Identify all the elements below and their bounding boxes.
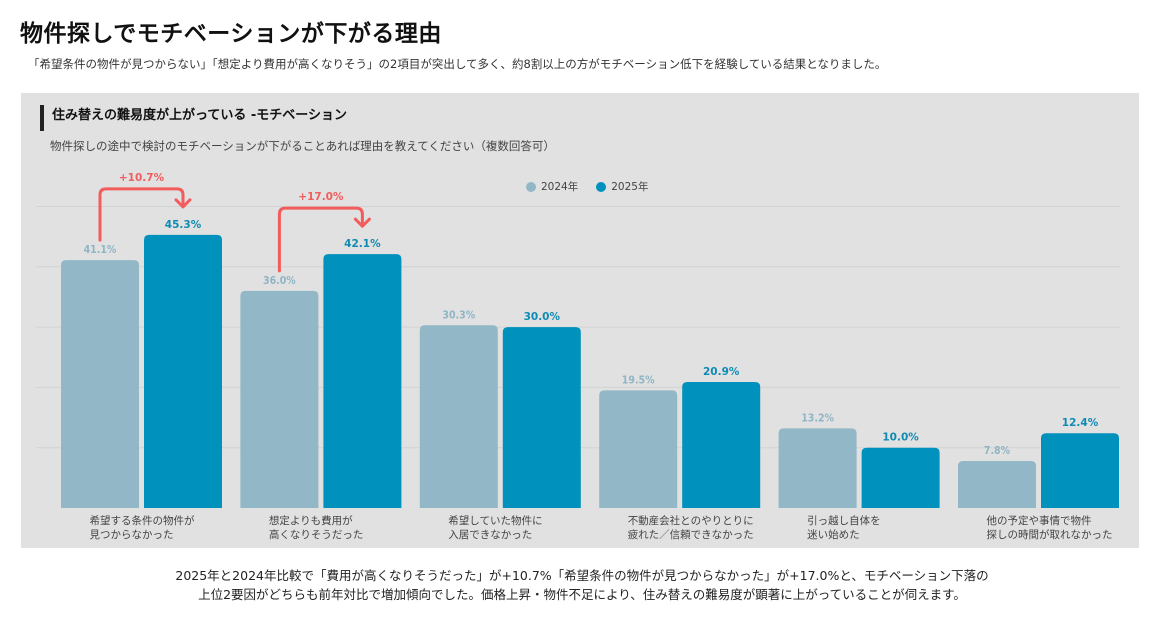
arrow-head-icon [174,198,192,209]
value-label-2024: 41.1% [84,244,117,256]
delta-label: +17.0% [298,191,344,203]
delta-arrow [98,187,185,242]
summary-line-2: 上位2要因がどちらも前年対比で増加傾向でした。価格上昇・物件不足により、住み替え… [198,587,966,602]
bar-2025 [861,447,940,508]
delta-label: +10.7% [119,172,165,184]
value-label-2024: 19.5% [622,374,655,386]
bar-2024 [958,460,1036,508]
legend-item-2025: 2025年 [596,179,648,194]
bar-2025 [502,327,581,508]
chart-legend: 2024年 2025年 [526,179,648,194]
x-tick-label: 高くなりそうだった [269,528,364,541]
bar-2024 [240,290,319,508]
x-tick-label: 疲れた／信頼できなかった [628,528,754,541]
value-label-2024: 13.2% [801,412,834,424]
bar-2025 [1041,433,1119,508]
value-label-2024: 30.3% [442,309,475,321]
x-tick-label: 入居できなかった [448,529,532,541]
value-label-2025: 42.1% [344,238,381,250]
value-label-2025: 20.9% [703,366,740,378]
bar-2024 [419,325,498,508]
legend-item-2024: 2024年 [526,179,578,194]
x-tick-label: 引っ越し自体を [807,514,881,527]
legend-label-2025: 2025年 [611,181,649,193]
page-title: 物件探しでモチベーションが下がる理由 [20,21,442,47]
value-label-2024: 7.8% [984,445,1011,457]
page-subtitle: 「希望条件の物件が見つからない」「想定より費用が高くなりそう」の2項目が突出して… [28,57,887,71]
value-label-2025: 12.4% [1062,417,1099,429]
legend-swatch-2025 [596,181,607,192]
x-tick-label: 不動産会社とのやりとりに [628,514,754,527]
panel-heading: 住み替えの難易度が上がっている -モチベーション [40,105,347,131]
value-label-2025: 30.0% [524,311,561,323]
x-tick-label: 希望する条件の物件が [90,514,195,527]
value-label-2025: 45.3% [165,219,202,231]
survey-question: 物件探しの途中で検討のモチベーションが下がることあれば理由を教えてください（複数… [50,139,555,153]
arrow-head-icon [353,217,371,228]
summary-line-1: 2025年と2024年比較で「費用が高くなりそうだった」が+10.7%「希望条件… [175,568,989,583]
bar-2025 [682,381,761,508]
delta-arrow [277,206,364,273]
bar-2025 [323,254,402,508]
x-tick-label: 見つからなかった [90,529,174,541]
value-label-2024: 36.0% [263,275,296,287]
legend-swatch-2024 [526,181,536,192]
bar-2024 [61,260,139,508]
legend-label-2024: 2024年 [541,181,579,193]
value-label-2025: 10.0% [882,432,919,444]
x-tick-label: 他の予定や事情で物件 [987,514,1092,527]
bar-2024 [599,390,678,508]
bar-2025 [144,234,222,508]
x-tick-label: 想定よりも費用が [269,514,353,527]
x-tick-label: 探しの時間が取れなかった [987,528,1113,541]
chart-title: 住み替えの難易度が上がっている -モチベーション [52,108,348,123]
x-tick-label: 希望していた物件に [448,514,542,527]
summary-text: 2025年と2024年比較で「費用が高くなりそうだった」が+10.7%「希望条件… [0,566,1164,604]
x-tick-label: 迷い始めた [807,528,860,541]
bar-2024 [778,428,857,508]
